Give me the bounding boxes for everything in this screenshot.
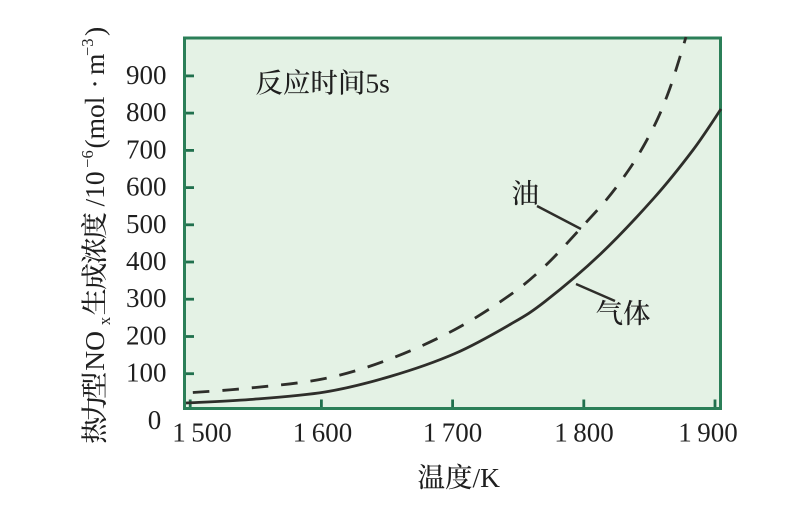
svg-text:(mol: (mol xyxy=(79,96,110,148)
svg-text:600: 600 xyxy=(126,172,167,202)
svg-text:400: 400 xyxy=(126,246,167,276)
svg-text:1 800: 1 800 xyxy=(554,418,613,448)
svg-text:700: 700 xyxy=(126,134,167,164)
svg-text:1 500: 1 500 xyxy=(172,418,231,448)
svg-text:·: · xyxy=(79,79,110,88)
svg-text:): ) xyxy=(79,27,110,36)
svg-text:m: m xyxy=(79,54,110,75)
svg-text:100: 100 xyxy=(126,358,167,388)
svg-text:200: 200 xyxy=(126,321,167,351)
svg-text:5s: 5s xyxy=(365,68,389,99)
svg-text:/10: /10 xyxy=(79,171,110,206)
svg-text:500: 500 xyxy=(126,209,167,239)
svg-text:x: x xyxy=(95,316,114,325)
svg-text:−6: −6 xyxy=(78,150,97,168)
svg-text:1 700: 1 700 xyxy=(423,418,482,448)
svg-text:0: 0 xyxy=(148,405,162,435)
svg-text:−3: −3 xyxy=(78,38,97,56)
svg-text:800: 800 xyxy=(126,97,167,127)
svg-text:/K: /K xyxy=(473,462,501,493)
svg-text:300: 300 xyxy=(126,283,167,313)
svg-text:NO: NO xyxy=(79,331,110,371)
svg-text:1 900: 1 900 xyxy=(678,418,737,448)
svg-text:1 600: 1 600 xyxy=(293,418,352,448)
svg-text:900: 900 xyxy=(126,60,167,90)
